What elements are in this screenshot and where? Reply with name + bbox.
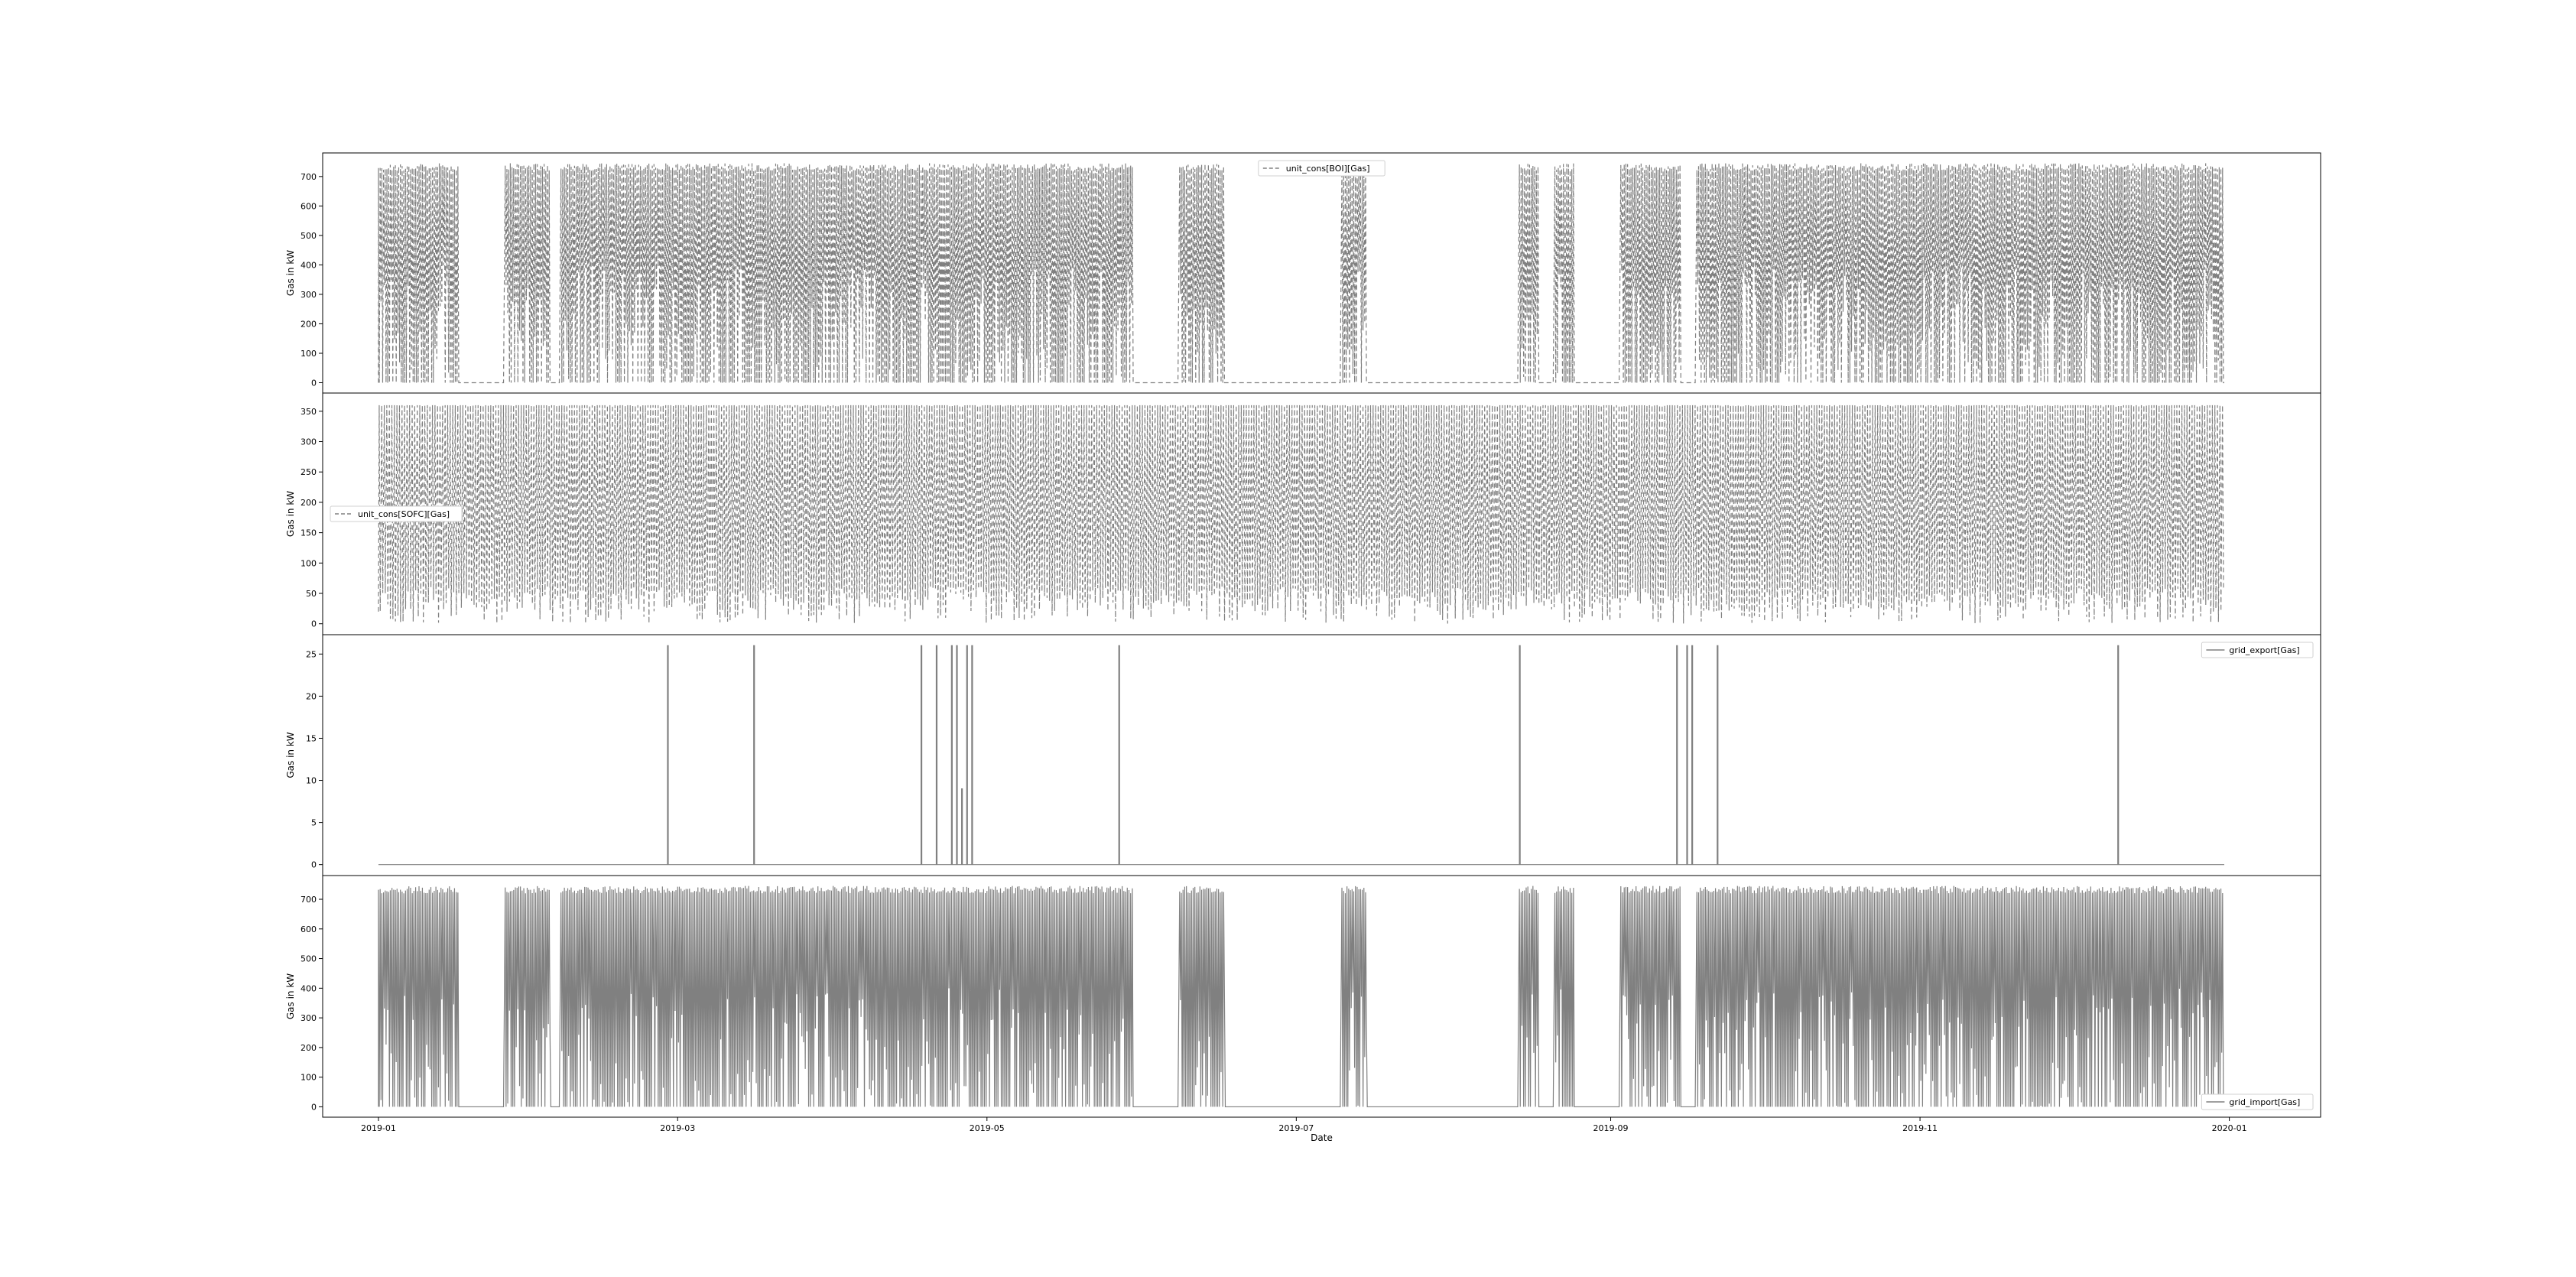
legend: grid_import[Gas] bbox=[2201, 1093, 2314, 1110]
y-axis-label: Gas in kW bbox=[285, 973, 296, 1019]
series-unit_cons[BOI][Gas] bbox=[378, 163, 2224, 384]
y-tick-label: 350 bbox=[300, 407, 317, 417]
y-tick-label: 500 bbox=[300, 954, 317, 964]
series-line bbox=[378, 885, 2224, 1108]
y-tick-label: 0 bbox=[311, 379, 317, 388]
legend-label: unit_cons[SOFC][Gas] bbox=[358, 509, 450, 519]
series-line bbox=[378, 405, 2224, 624]
y-tick-label: 10 bbox=[306, 776, 317, 786]
y-tick-label: 200 bbox=[300, 319, 317, 329]
series-grid_export[Gas] bbox=[378, 645, 2224, 866]
y-tick-label: 250 bbox=[300, 467, 317, 477]
legend-box bbox=[2201, 642, 2314, 658]
y-tick-label: 200 bbox=[300, 1043, 317, 1053]
y-tick-label: 400 bbox=[300, 260, 317, 270]
panel-4: 0 100 200 300 400 500 600 700 Gas in kW grid_impo… bbox=[285, 875, 2321, 1118]
y-tick-label: 20 bbox=[306, 691, 317, 701]
legend-box bbox=[2201, 1093, 2314, 1110]
panel-1: 0 100 200 300 400 500 600 700 Gas in kW unit_cons… bbox=[285, 152, 2321, 394]
y-tick-label: 15 bbox=[306, 733, 317, 743]
series-unit_cons[SOFC][Gas] bbox=[378, 405, 2224, 624]
y-tick-label: 700 bbox=[300, 172, 317, 182]
x-tick-label: 2019-09 bbox=[1593, 1123, 1629, 1133]
x-tick-label: 2019-05 bbox=[970, 1123, 1005, 1133]
legend: unit_cons[BOI][Gas] bbox=[1258, 160, 1385, 177]
y-tick-label: 25 bbox=[306, 649, 317, 659]
x-axis: 2019-01 2019-03 2019-05 2019-07 2019-09 2019-… bbox=[361, 1117, 2247, 1143]
legend-label: unit_cons[BOI][Gas] bbox=[1286, 164, 1370, 174]
y-axis-label: Gas in kW bbox=[285, 491, 296, 537]
y-tick-label: 600 bbox=[300, 924, 317, 934]
x-tick-label: 2019-07 bbox=[1278, 1123, 1314, 1133]
series-line bbox=[378, 163, 2224, 384]
y-tick-label: 100 bbox=[300, 349, 317, 359]
x-tick-label: 2019-01 bbox=[361, 1123, 396, 1133]
y-tick-label: 150 bbox=[300, 528, 317, 538]
legend: grid_export[Gas] bbox=[2201, 642, 2314, 658]
y-axis-label: Gas in kW bbox=[285, 732, 296, 778]
y-tick-label: 300 bbox=[300, 437, 317, 447]
x-tick-label: 2019-11 bbox=[1902, 1123, 1938, 1133]
y-tick-label: 700 bbox=[300, 895, 317, 905]
series-line bbox=[378, 645, 2224, 866]
y-tick-label: 0 bbox=[311, 860, 317, 870]
series-grid_import[Gas] bbox=[378, 885, 2224, 1108]
legend: unit_cons[SOFC][Gas] bbox=[330, 505, 463, 522]
axes-frame bbox=[322, 875, 2321, 1118]
legend-label: grid_import[Gas] bbox=[2229, 1097, 2300, 1107]
y-tick-label: 300 bbox=[300, 1013, 317, 1023]
x-tick-label: 2019-03 bbox=[660, 1123, 695, 1133]
y-tick-label: 5 bbox=[311, 818, 317, 828]
panel-3: 0 5 10 15 20 25 Gas in kW grid_export[Gas] bbox=[285, 634, 2321, 876]
y-tick-label: 0 bbox=[311, 619, 317, 629]
legend-box bbox=[1258, 160, 1385, 177]
y-tick-label: 0 bbox=[311, 1102, 317, 1112]
x-axis-label: Date bbox=[1311, 1132, 1333, 1143]
y-tick-label: 400 bbox=[300, 983, 317, 993]
axes-frame bbox=[322, 634, 2321, 876]
legend-label: grid_export[Gas] bbox=[2229, 645, 2299, 655]
y-axis-label: Gas in kW bbox=[285, 250, 296, 296]
y-tick-label: 300 bbox=[300, 290, 317, 300]
panel-2: 0 50 100 150 200 250 300 350 Gas in kW unit_cons[… bbox=[285, 392, 2321, 635]
legend-box bbox=[330, 505, 463, 522]
y-tick-label: 200 bbox=[300, 498, 317, 508]
x-tick-label: 2020-01 bbox=[2212, 1123, 2247, 1133]
y-tick-label: 500 bbox=[300, 231, 317, 241]
y-tick-label: 100 bbox=[300, 1073, 317, 1083]
y-tick-label: 100 bbox=[300, 558, 317, 568]
y-tick-label: 50 bbox=[306, 589, 317, 599]
y-tick-label: 600 bbox=[300, 201, 317, 211]
